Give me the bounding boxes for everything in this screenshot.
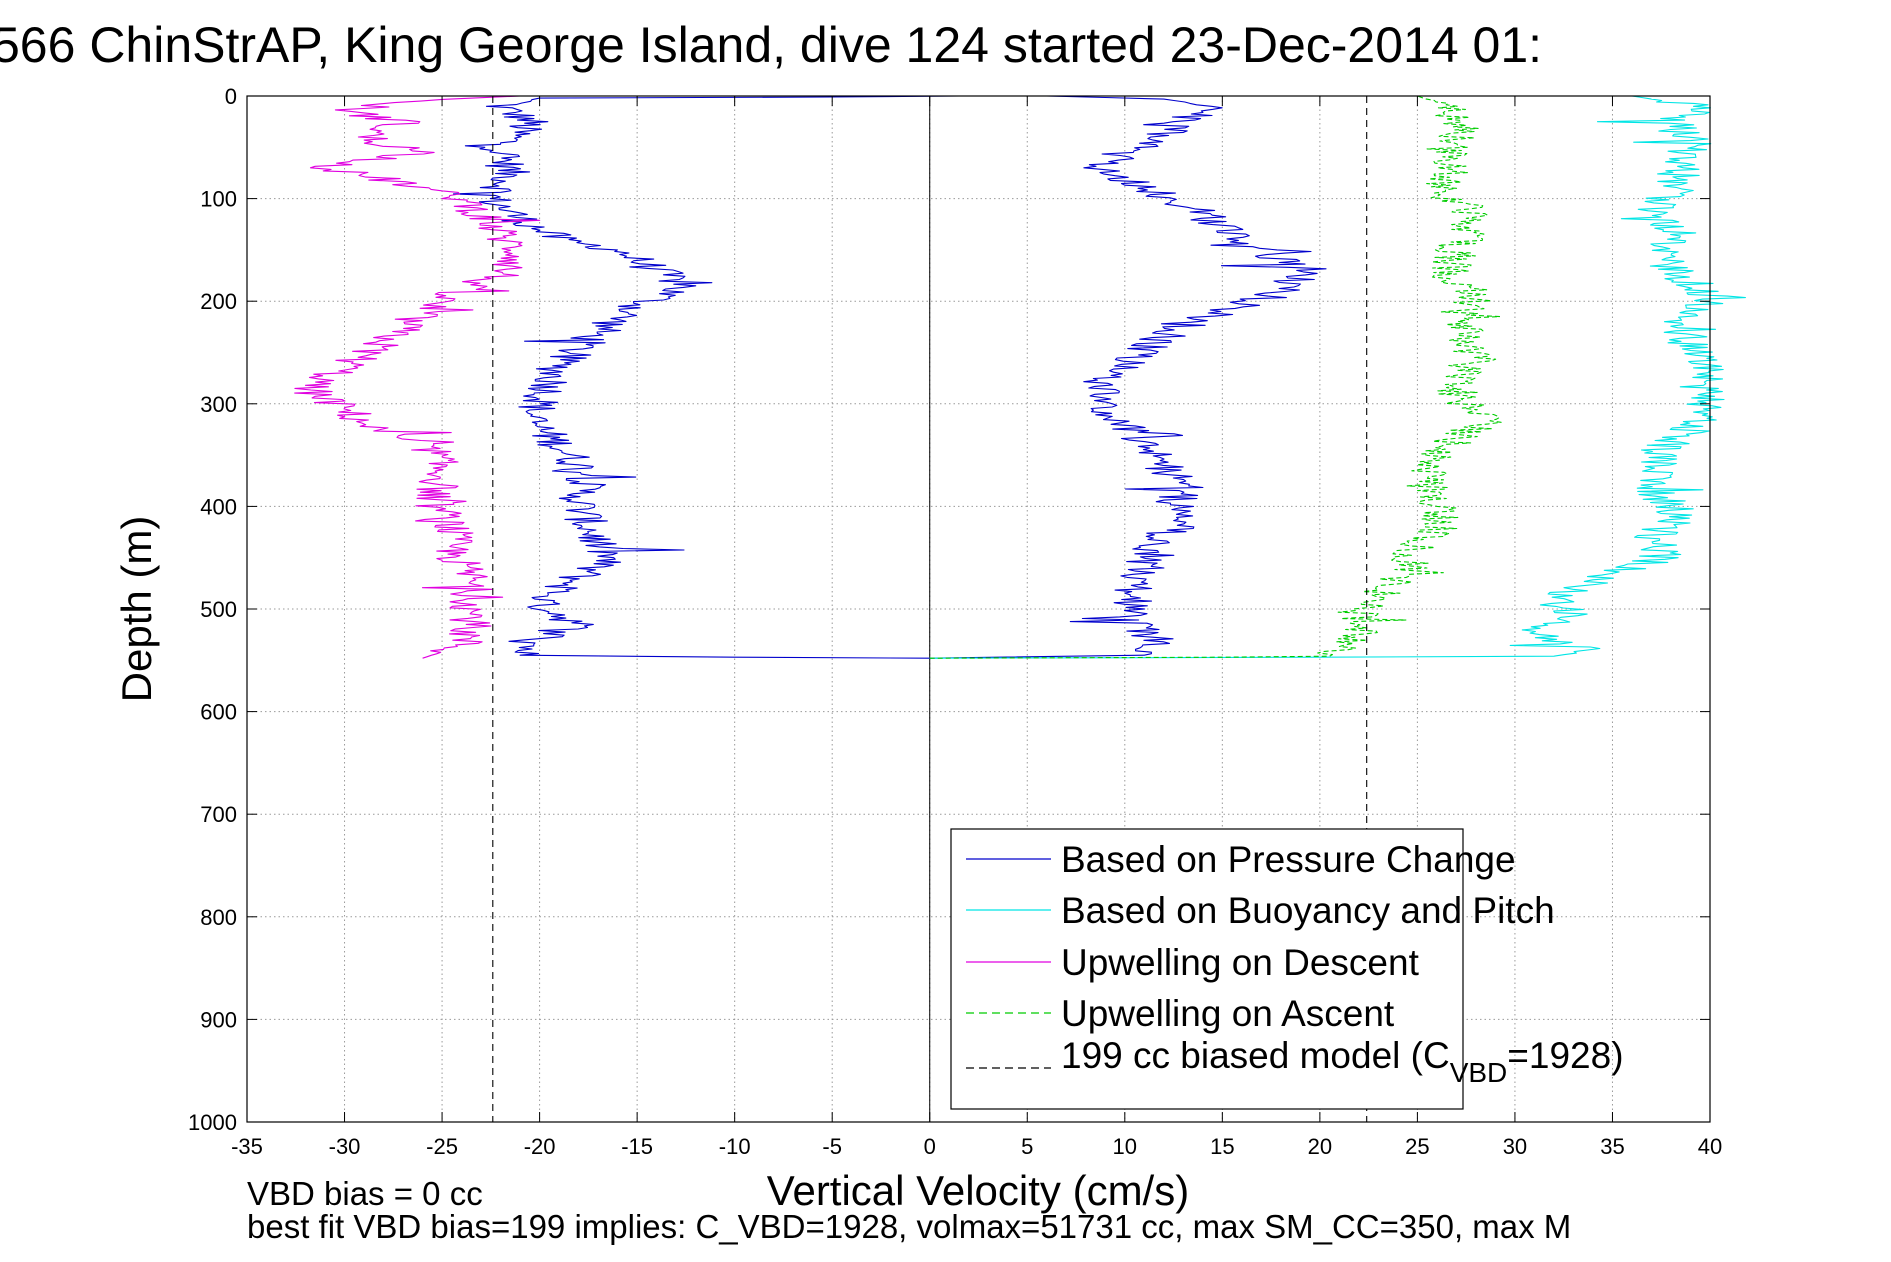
x-tick-label: 20: [1308, 1134, 1332, 1159]
y-tick-label: 500: [200, 597, 237, 622]
x-tick-label: -5: [822, 1134, 842, 1159]
chart-title: 566 ChinStrAP, King George Island, dive …: [0, 17, 1542, 73]
grid: [247, 96, 1710, 1122]
y-tick-label: 900: [200, 1007, 237, 1032]
x-tick-label: -35: [231, 1134, 263, 1159]
legend-label-pressure: Based on Pressure Change: [1061, 839, 1516, 880]
legend-label-model-sub: VBD: [1450, 1057, 1508, 1088]
x-tick-label: 35: [1600, 1134, 1624, 1159]
footer-line-1: VBD bias = 0 cc: [247, 1175, 483, 1212]
y-tick-label: 0: [225, 84, 237, 109]
x-tick-label: -10: [719, 1134, 751, 1159]
x-tick-label: 10: [1113, 1134, 1137, 1159]
y-axis-label: Depth (m): [113, 516, 160, 703]
x-tick-label: 25: [1405, 1134, 1429, 1159]
footer-line-2: best fit VBD bias=199 implies: C_VBD=192…: [247, 1208, 1571, 1245]
y-tick-label: 300: [200, 392, 237, 417]
legend: Based on Pressure Change Based on Buoyan…: [950, 828, 1624, 1110]
y-tick-labels: 0 100 200 300 400 500 600 700 800 900 1000: [188, 84, 1710, 1135]
legend-label-model-main: 199 cc biased model (C: [1061, 1035, 1450, 1076]
y-tick-label: 200: [200, 289, 237, 314]
x-tick-label: -30: [329, 1134, 361, 1159]
legend-box: [950, 828, 1464, 1110]
x-tick-label: -15: [621, 1134, 653, 1159]
x-tick-label: 0: [924, 1134, 936, 1159]
legend-label-ascent: Upwelling on Ascent: [1061, 993, 1395, 1034]
series-line-2: [929, 95, 1746, 659]
x-tick-label: 15: [1210, 1134, 1234, 1159]
x-tick-labels: -35 -30 -25 -20 -15 -10 -5 0 5 10 15 20 25 30 35 40: [231, 96, 1722, 1159]
x-tick-label: 40: [1698, 1134, 1722, 1159]
y-tick-label: 600: [200, 700, 237, 725]
series-line-4: [929, 95, 1502, 659]
series-line-1: [929, 95, 1327, 659]
x-tick-label: 5: [1021, 1134, 1033, 1159]
y-tick-label: 800: [200, 905, 237, 930]
legend-label-buoyancy: Based on Buoyancy and Pitch: [1061, 890, 1555, 931]
legend-label-model-tail: =1928): [1507, 1035, 1623, 1076]
series-line-0: [452, 95, 960, 659]
x-tick-label: -25: [426, 1134, 458, 1159]
y-tick-label: 1000: [188, 1110, 237, 1135]
y-tick-label: 400: [200, 494, 237, 519]
y-tick-label: 100: [200, 187, 237, 212]
x-axis-label: Vertical Velocity (cm/s): [767, 1167, 1189, 1214]
legend-label-model: 199 cc biased model (CVBD=1928): [1061, 1035, 1624, 1088]
series-line-3: [294, 95, 541, 659]
x-tick-label: 30: [1503, 1134, 1527, 1159]
x-tick-label: -20: [524, 1134, 556, 1159]
y-tick-label: 700: [200, 802, 237, 827]
legend-label-descent: Upwelling on Descent: [1061, 942, 1420, 983]
